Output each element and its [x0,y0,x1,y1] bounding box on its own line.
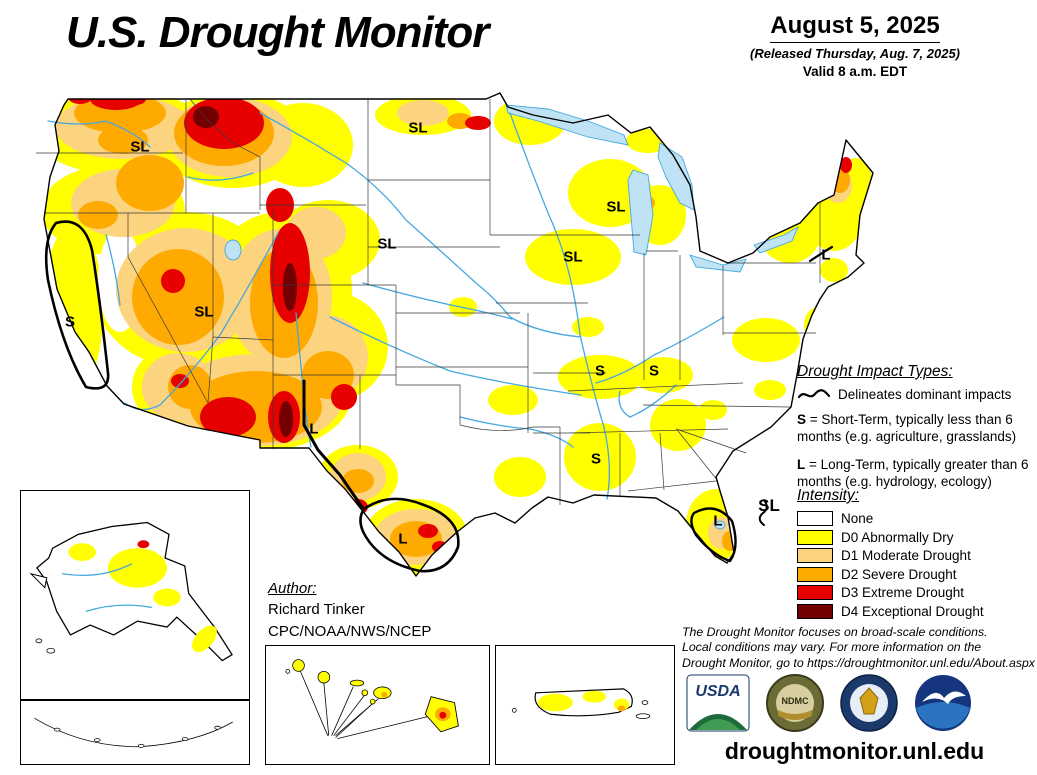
short-term-key: S [797,412,807,427]
impact-label: L [821,246,831,264]
legend-row: None [797,511,1037,526]
aleutians-inset [20,700,250,765]
valid-time: Valid 8 a.m. EDT [802,64,908,79]
legend-row: D3 Extreme Drought [797,585,1037,600]
aleutians-map [34,717,233,748]
none-swatch [797,511,833,526]
impact-label: S [594,362,606,380]
impact-label: L [309,420,319,438]
disclaimer: The Drought Monitor focuses on broad-sca… [682,625,1037,671]
usda-text: USDA [695,683,740,700]
impact-types-legend: Drought Impact Types: Delineates dominan… [797,363,1037,500]
ndmc-text: NDMC [782,696,809,706]
long-term-definition: L = Long-Term, typically greater than 6 … [797,456,1037,491]
author-name: Richard Tinker [268,601,365,619]
d3-swatch [797,585,833,600]
state-boundaries [36,98,821,505]
us-outline [43,92,874,577]
legend-label: D1 Moderate Drought [841,548,971,563]
map-date: August 5, 2025 [770,12,940,43]
delineates-text: Delineates dominant impacts [838,387,1012,402]
d4-swatch [797,603,833,619]
legend-row: D0 Abnormally Dry [797,529,1037,545]
impact-label: L [713,512,723,530]
impact-label: S [648,362,660,380]
impact-label: SL [606,198,626,216]
legend-label: None [841,511,874,526]
impact-label: SL [758,496,780,515]
intensity-legend: Intensity: None D0 Abnormally Dry D1 Mod… [797,487,1037,622]
d0-swatch [797,529,833,545]
release-date: (Released Thursday, Aug. 7, 2025) [750,46,960,61]
conus-drought-map [36,92,874,577]
impact-label: S [590,450,602,468]
squiggle-icon [797,388,831,398]
noaa-logo [915,675,971,731]
impact-label: L [398,530,408,548]
author-heading: Author: [268,580,317,597]
impact-boundaries [44,220,834,573]
page-title: U.S. Drought Monitor [66,8,489,57]
short-term-text: = Short-Term, typically less than 6 mont… [797,412,1017,445]
author-org: CPC/NOAA/NWS/NCEP [268,622,432,640]
commerce-logo [840,674,898,732]
impact-legend-title: Drought Impact Types: [797,363,953,380]
disclaimer-line: The Drought Monitor focuses on broad-sca… [682,625,988,639]
legend-label: D0 Abnormally Dry [841,529,954,545]
puerto-rico-map [511,688,651,720]
logo-row: USDA NDMC [686,674,972,732]
impact-label: SL [194,303,214,321]
d1-swatch [797,548,833,563]
impact-label: SL [563,248,583,266]
long-term-key: L [797,456,806,472]
impact-label: SL [408,119,428,137]
impact-label: SL [377,235,397,253]
legend-label: D2 Severe Drought [841,566,957,582]
impact-label: S [64,313,76,331]
hawaii-inset [265,645,490,765]
disclaimer-line: Local conditions may vary. For more info… [682,640,982,655]
usda-logo: USDA [686,674,750,732]
legend-label: D3 Extreme Drought [841,585,965,600]
legend-row: D2 Severe Drought [797,566,1037,582]
alaska-map [29,521,233,662]
ndmc-logo: NDMC [766,674,824,732]
author-block: Author: Richard Tinker CPC/NOAA/NWS/NCEP [268,578,431,642]
website-url: droughtmonitor.unl.edu [724,738,985,764]
hawaii-callout-lines [300,671,430,740]
legend-row: D1 Moderate Drought [797,548,1037,563]
date-block: August 5, 2025 (Released Thursday, Aug. … [690,12,1020,79]
rivers [47,112,725,500]
puerto-rico-inset [495,645,675,765]
long-term-text: = Long-Term, typically greater than 6 mo… [797,456,1029,489]
alaska-inset [20,490,250,700]
disclaimer-line: Drought Monitor, go to https://droughtmo… [682,655,1035,670]
intensity-legend-title: Intensity: [797,487,860,504]
short-term-definition: S = Short-Term, typically less than 6 mo… [797,411,1037,446]
legend-label: D4 Exceptional Drought [841,603,984,619]
impact-label: SL [130,138,150,156]
hawaii-map [285,659,459,740]
legend-row: D4 Exceptional Drought [797,603,1037,619]
d2-swatch [797,566,833,582]
